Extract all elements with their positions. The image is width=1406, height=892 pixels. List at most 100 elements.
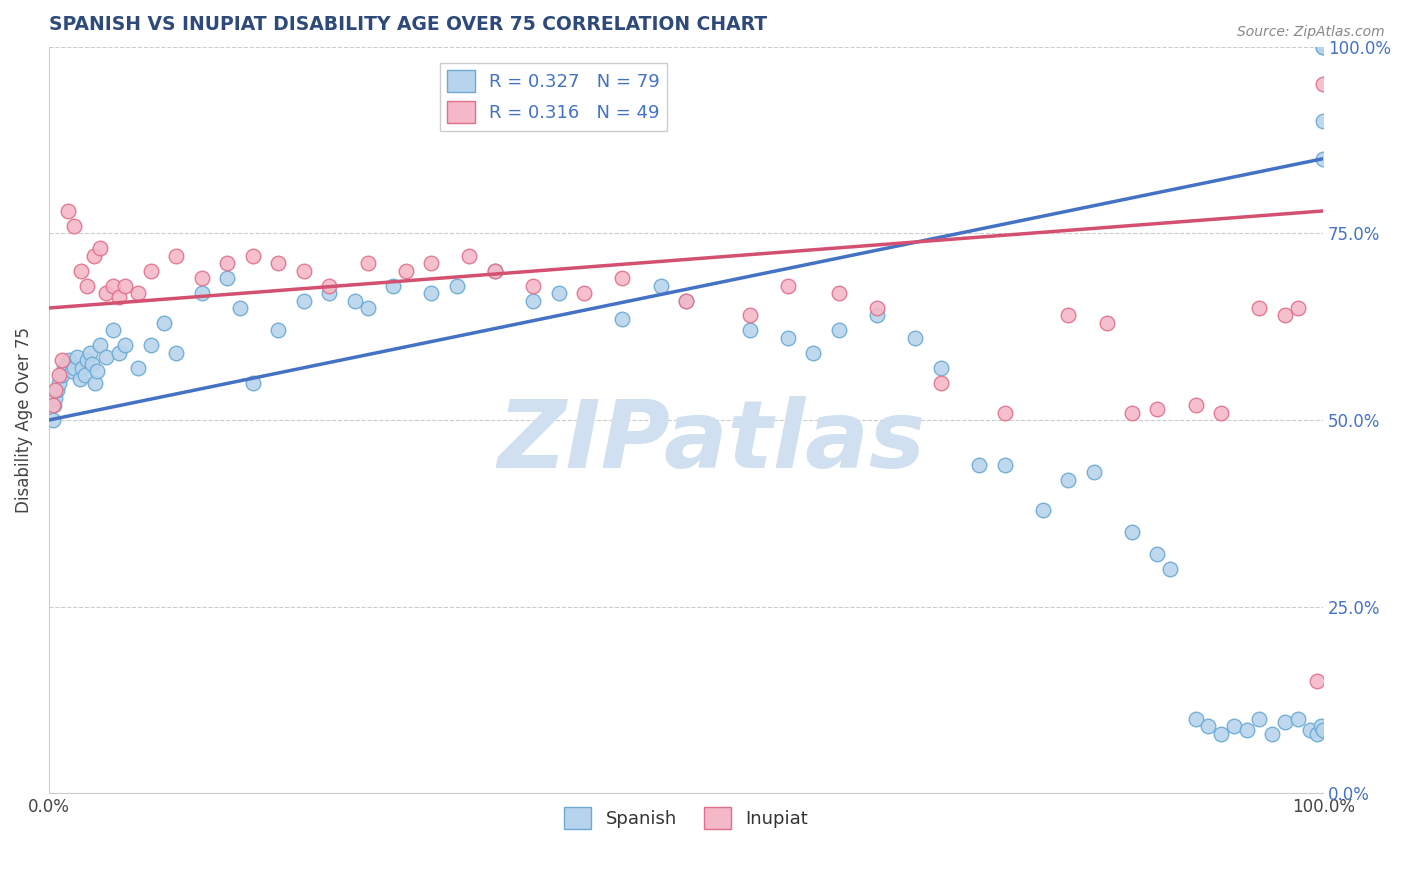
Point — [738, 309, 761, 323]
Point — [60, 364, 83, 378]
Point — [1184, 398, 1206, 412]
Point — [1306, 726, 1329, 740]
Point — [420, 256, 443, 270]
Point — [292, 293, 315, 308]
Point — [420, 286, 443, 301]
Point — [1236, 723, 1258, 737]
Point — [1057, 309, 1080, 323]
Point — [191, 286, 214, 301]
Point — [318, 286, 340, 301]
Point — [83, 249, 105, 263]
Point — [56, 357, 79, 371]
Point — [929, 360, 952, 375]
Point — [44, 391, 66, 405]
Text: SPANISH VS INUPIAT DISABILITY AGE OVER 75 CORRELATION CHART: SPANISH VS INUPIAT DISABILITY AGE OVER 7… — [49, 15, 768, 34]
Point — [83, 376, 105, 390]
Point — [51, 353, 73, 368]
Point — [1261, 726, 1284, 740]
Point — [89, 338, 111, 352]
Point — [484, 263, 506, 277]
Point — [382, 278, 405, 293]
Point — [929, 376, 952, 390]
Point — [165, 346, 187, 360]
Point — [165, 249, 187, 263]
Point — [1312, 77, 1334, 91]
Point — [53, 360, 76, 375]
Point — [866, 309, 889, 323]
Point — [522, 278, 544, 293]
Point — [612, 312, 634, 326]
Point — [56, 203, 79, 218]
Point — [44, 383, 66, 397]
Point — [127, 360, 149, 375]
Point — [45, 383, 67, 397]
Point — [356, 301, 378, 315]
Point — [101, 278, 124, 293]
Point — [803, 346, 825, 360]
Point — [1083, 465, 1105, 479]
Point — [139, 263, 162, 277]
Point — [1159, 562, 1181, 576]
Point — [612, 271, 634, 285]
Point — [776, 331, 799, 345]
Point — [776, 278, 799, 293]
Point — [42, 413, 65, 427]
Point — [267, 323, 290, 337]
Point — [70, 360, 93, 375]
Point — [58, 353, 80, 368]
Point — [89, 241, 111, 255]
Point — [96, 350, 118, 364]
Point — [242, 376, 264, 390]
Point — [1095, 316, 1118, 330]
Point — [904, 331, 927, 345]
Point — [458, 249, 481, 263]
Point — [828, 323, 851, 337]
Point — [1312, 114, 1334, 128]
Point — [1032, 502, 1054, 516]
Point — [76, 353, 98, 368]
Point — [48, 376, 70, 390]
Point — [82, 357, 104, 371]
Point — [101, 323, 124, 337]
Point — [1211, 726, 1233, 740]
Point — [1223, 719, 1246, 733]
Point — [738, 323, 761, 337]
Point — [63, 219, 86, 233]
Point — [96, 286, 118, 301]
Point — [1312, 39, 1334, 54]
Y-axis label: Disability Age Over 75: Disability Age Over 75 — [15, 327, 32, 513]
Point — [242, 249, 264, 263]
Point — [446, 278, 468, 293]
Point — [547, 286, 569, 301]
Point — [484, 263, 506, 277]
Point — [1312, 723, 1334, 737]
Point — [292, 263, 315, 277]
Point — [1211, 405, 1233, 419]
Point — [108, 290, 131, 304]
Point — [51, 368, 73, 383]
Point — [1184, 712, 1206, 726]
Point — [1198, 719, 1220, 733]
Point — [139, 338, 162, 352]
Point — [1306, 674, 1329, 689]
Point — [108, 346, 131, 360]
Point — [343, 293, 366, 308]
Point — [73, 368, 96, 383]
Point — [191, 271, 214, 285]
Point — [114, 338, 136, 352]
Point — [828, 286, 851, 301]
Point — [1057, 473, 1080, 487]
Legend: Spanish, Inupiat: Spanish, Inupiat — [557, 800, 815, 837]
Point — [229, 301, 252, 315]
Point — [1286, 712, 1309, 726]
Point — [1249, 712, 1271, 726]
Text: Source: ZipAtlas.com: Source: ZipAtlas.com — [1237, 25, 1385, 39]
Point — [127, 286, 149, 301]
Point — [1249, 301, 1271, 315]
Point — [152, 316, 174, 330]
Point — [395, 263, 418, 277]
Point — [114, 278, 136, 293]
Point — [572, 286, 595, 301]
Point — [48, 368, 70, 383]
Point — [86, 364, 108, 378]
